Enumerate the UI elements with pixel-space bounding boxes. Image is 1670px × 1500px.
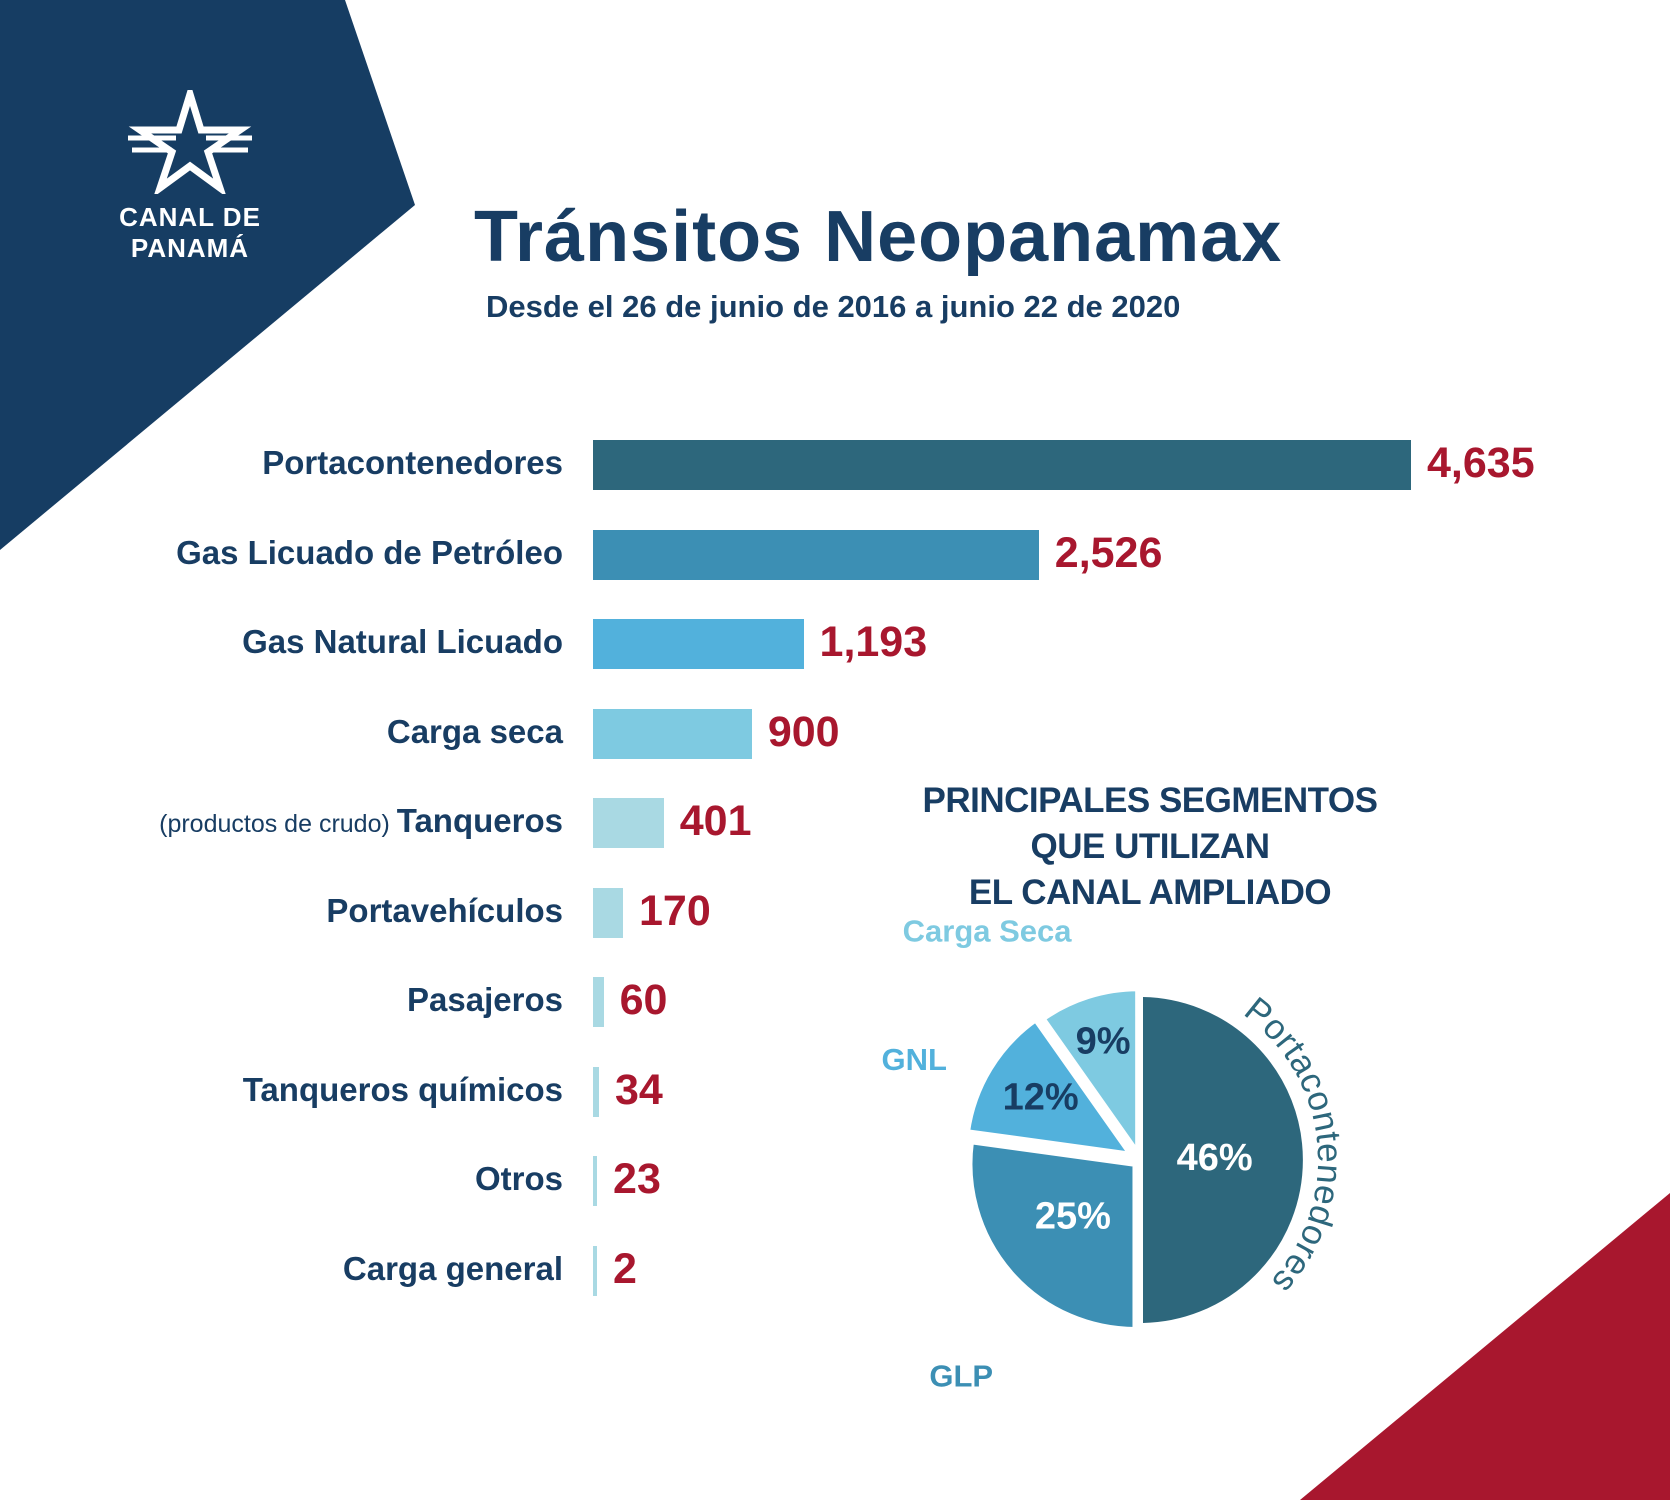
page-title: Tránsitos Neopanamax <box>474 197 1283 277</box>
bar-label: Otros <box>3 1160 563 1198</box>
pie-title-line: QUE UTILIZAN <box>1030 827 1270 866</box>
bar <box>593 529 1039 580</box>
bar-label: Carga general <box>3 1250 563 1288</box>
bar-label-text: Gas Licuado de Petróleo <box>176 533 563 571</box>
bar-label-text: Carga seca <box>386 712 563 750</box>
bar-label-text: Tanqueros <box>396 802 563 839</box>
bar-label-text: Carga general <box>342 1249 563 1287</box>
bar-value-label: 23 <box>613 1155 661 1203</box>
bar <box>593 887 623 938</box>
bar-label-text: Tanqueros químicos <box>242 1070 563 1108</box>
pie-title-line: EL CANAL AMPLIADO <box>968 873 1332 912</box>
pie-slice <box>1039 985 1142 1158</box>
bar-value-label: 401 <box>679 797 752 845</box>
bar-label: Gas Licuado de Petróleo <box>3 534 563 572</box>
bar <box>593 798 664 848</box>
pie-title-line: PRINCIPALES SEGMENTOS <box>922 781 1378 820</box>
pie-slice <box>966 1138 1139 1333</box>
bar-label: Gas Natural Licuado <box>3 623 563 661</box>
bar-label-text: Pasajeros <box>407 981 563 1018</box>
star-icon <box>128 90 252 194</box>
pie-category-label: GNL <box>882 1042 947 1077</box>
bar <box>593 1156 598 1206</box>
bar-label: Tanqueros químicos <box>3 1071 563 1109</box>
logo-text: CANAL DE PANAMÁ <box>119 202 261 263</box>
pie-percent-label: 25% <box>1035 1196 1111 1238</box>
bar-label: Carga seca <box>3 713 563 751</box>
bar <box>593 977 604 1027</box>
bar-value-label: 1,193 <box>819 618 928 666</box>
bar-value-label: 34 <box>615 1065 663 1114</box>
bar <box>593 708 752 759</box>
navy-corner-shape <box>0 0 415 550</box>
bar-value-label: 2 <box>613 1244 637 1293</box>
pie-percent-label: 12% <box>1003 1077 1079 1119</box>
bar-label-text: Portavehículos <box>326 891 563 929</box>
bar-value-label: 900 <box>767 707 840 756</box>
pie-slice <box>1137 991 1309 1329</box>
red-corner-shape <box>1300 1193 1670 1500</box>
bar-value-label: 4,635 <box>1427 439 1535 487</box>
bar <box>593 619 804 669</box>
bar-value-label: 2,526 <box>1054 528 1163 577</box>
bar-label: Pasajeros <box>3 981 563 1019</box>
pie-percent-label: 9% <box>1076 1021 1131 1063</box>
bar-value-label: 170 <box>639 886 711 935</box>
page-subtitle: Desde el 26 de junio de 2016 a junio 22 … <box>486 289 1181 324</box>
pie-title: PRINCIPALES SEGMENTOS QUE UTILIZAN EL CA… <box>880 778 1420 916</box>
bar <box>593 1245 597 1296</box>
bar-label: Portavehículos <box>3 892 563 930</box>
bar <box>593 440 1411 490</box>
bar-label: Portacontenedores <box>3 444 563 482</box>
bar-label-text: Gas Natural Licuado <box>242 623 563 660</box>
pie-category-label: GLP <box>929 1359 993 1394</box>
bar-label: (productos de crudo) Tanqueros <box>3 802 563 840</box>
bar-value-label: 60 <box>619 976 668 1024</box>
pie-slice <box>964 1016 1135 1158</box>
bar-label-note: (productos de crudo) <box>159 810 397 838</box>
bar-label-text: Otros <box>474 1160 563 1197</box>
bar <box>593 1066 599 1117</box>
bar-label-text: Portacontenedores <box>262 444 563 481</box>
pie-percent-label: 46% <box>1177 1137 1253 1179</box>
pie-category-label: Carga Seca <box>903 914 1073 949</box>
